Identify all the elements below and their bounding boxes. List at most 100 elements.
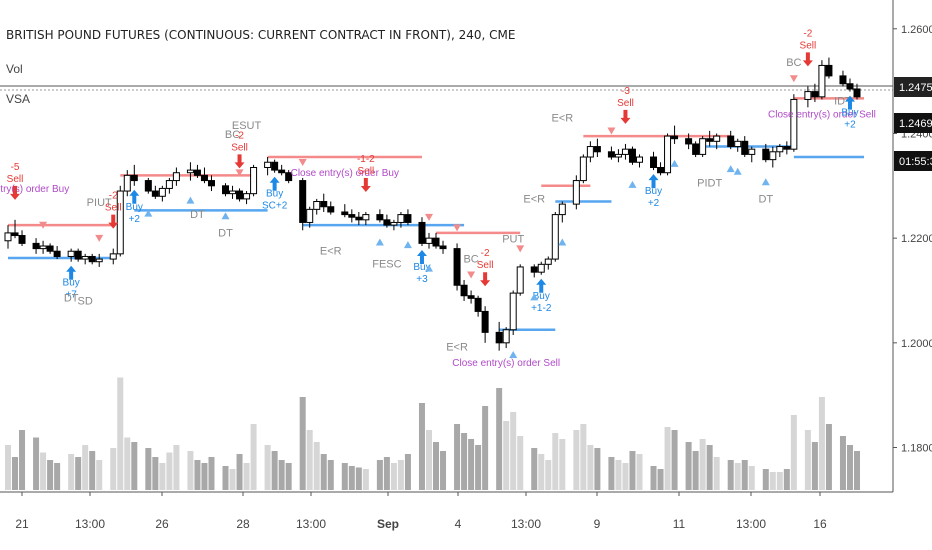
buy-label: Buy (413, 262, 430, 273)
time-tick-label: 13:00 (296, 517, 326, 531)
price-tick-label: 1.2000 (901, 338, 932, 350)
triangle-up-icon (530, 293, 539, 301)
candle-body (586, 146, 594, 158)
volume-bar (418, 403, 425, 490)
buy-size: +2 (129, 214, 141, 225)
triangle-up-icon (733, 167, 742, 175)
price-badge-label: 1.2469 (899, 118, 932, 130)
signal-label: PIUT (87, 197, 112, 209)
volume-bar (145, 448, 152, 490)
volume-bar (454, 424, 461, 490)
time-tick-label: 13:00 (736, 517, 766, 531)
volume-bar (278, 460, 285, 490)
candle-body (158, 187, 166, 197)
sell-size: -2 (803, 28, 812, 39)
volume-bar (587, 445, 594, 490)
candle-body (18, 235, 26, 244)
price-badge-label: 1.2475 (899, 82, 932, 94)
sell-arrow-icon (360, 177, 371, 192)
candle-body (81, 255, 89, 260)
candle-body (88, 255, 96, 263)
candle-body (544, 258, 552, 265)
volume-bar (734, 463, 741, 490)
volume-bar (825, 424, 832, 490)
volume-bar (461, 433, 468, 490)
buy-arrow-icon (269, 176, 280, 191)
volume-bar (559, 439, 566, 490)
signal-label: IDT (834, 95, 852, 107)
chart-title: BRITISH POUND FUTURES (CONTINUOUS: CURRE… (6, 28, 516, 42)
volume-bar (468, 439, 475, 490)
buy-size: +7 (65, 290, 77, 301)
sell-arrow-icon (620, 109, 631, 124)
time-axis-bg (0, 492, 932, 550)
volume-bar (769, 472, 776, 490)
volume-bar (54, 463, 61, 490)
price-tick-label: 1.2200 (901, 233, 932, 245)
close-order-label: Close entry(s) order Sell (452, 358, 560, 369)
candle-body (481, 310, 489, 333)
triangle-up-icon (726, 165, 735, 173)
volume-bar (390, 463, 397, 490)
candle-body (762, 148, 770, 161)
candle-body (839, 75, 847, 85)
volume-bar (82, 445, 89, 490)
triangle-up-icon (670, 159, 679, 167)
time-tick-label: 13:00 (511, 517, 541, 531)
volume-bar (503, 421, 510, 490)
signal-label: E<R (446, 341, 468, 353)
volume-bar (622, 463, 629, 490)
volume-bar (222, 466, 229, 490)
sell-size: -5 (11, 162, 20, 173)
volume-bar (397, 460, 404, 490)
price-badge-label: 01:55:38 (899, 156, 932, 168)
volume-bar (5, 445, 11, 490)
sell-arrow-icon (234, 154, 245, 169)
candle-body (621, 148, 629, 155)
buy-size: SC+2 (262, 201, 288, 212)
legend-vol: Vol (6, 62, 23, 76)
candle-body (229, 190, 237, 195)
candle-body (804, 91, 812, 100)
volume-bar (47, 460, 54, 490)
candle-body (453, 248, 461, 286)
buy-size: +1-2 (531, 303, 552, 314)
candle-body (313, 201, 321, 210)
sell-size: -2 (481, 248, 490, 259)
price-badge (894, 113, 932, 133)
candle-body (390, 221, 398, 226)
candle-body (278, 169, 286, 174)
volume-bar (727, 460, 734, 490)
close-order-label: Close entry(s) order Sell (768, 109, 876, 120)
volume-bar (811, 442, 818, 490)
volume-bar (383, 457, 390, 490)
volume-bar (229, 469, 236, 490)
candle-body (327, 206, 335, 213)
volume-bar (608, 457, 615, 490)
candle-body (530, 266, 538, 273)
candle-body (32, 242, 40, 250)
volume-bar (790, 415, 797, 490)
volume-bar (299, 397, 306, 490)
time-tick-label: 11 (673, 517, 686, 531)
sell-arrow-icon (480, 272, 491, 287)
candle-body (425, 237, 433, 244)
triangle-up-icon (375, 238, 384, 246)
buy-arrow-icon (648, 174, 659, 189)
triangle-up-icon (403, 241, 412, 249)
price-badge (894, 77, 932, 97)
candle-body (825, 64, 833, 77)
buy-arrow-icon (536, 278, 547, 293)
triangle-down-icon (453, 224, 462, 232)
volume-bar (376, 460, 383, 490)
signal-label: PIDT (697, 178, 722, 190)
buy-arrow-icon (66, 265, 77, 280)
candle-body (818, 64, 826, 98)
triangle-up-icon (144, 209, 153, 217)
candle-body (502, 329, 510, 344)
buy-arrow-icon (416, 250, 427, 264)
signal-label: PUT (502, 233, 524, 245)
volume-bar (629, 451, 636, 490)
volume-bar (594, 448, 601, 490)
